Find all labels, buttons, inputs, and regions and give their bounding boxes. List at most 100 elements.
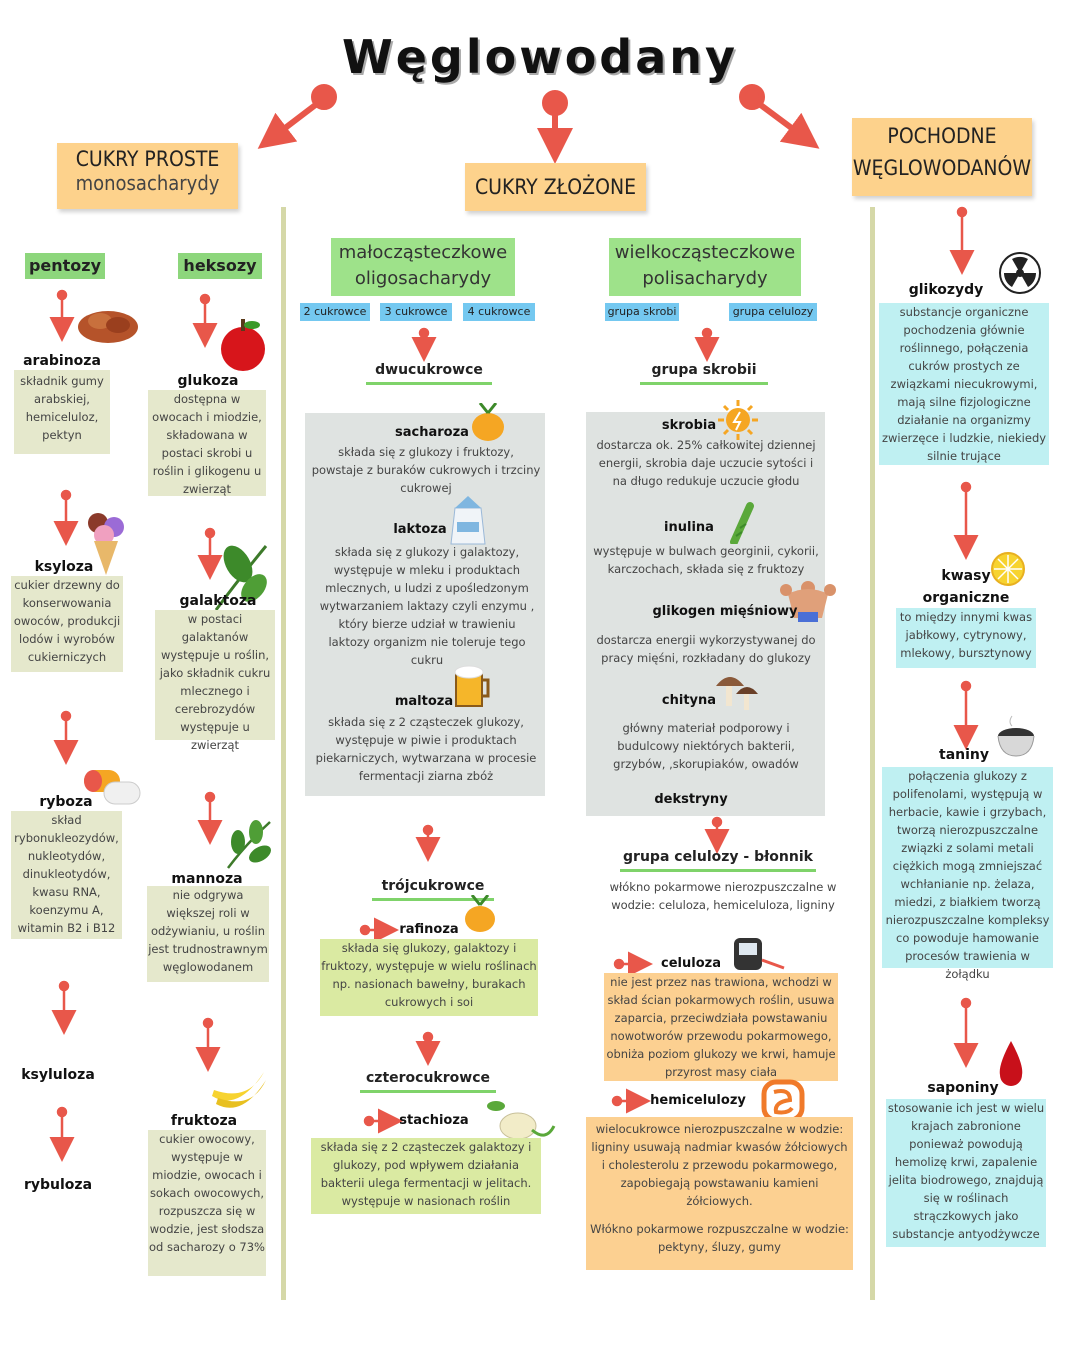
desc-fruktoza: cukier owocowy, występuje w miodzie, owo… bbox=[148, 1130, 266, 1276]
header-pochodne-line2: WĘGLOWODANÓW bbox=[852, 156, 1032, 180]
desc-maltoza: składa się z 2 cząsteczek glukozy, wystę… bbox=[315, 715, 537, 783]
section-grupa-celulozy: grupa celulozy - błonnik bbox=[620, 849, 816, 872]
section-dwucukrowce: dwucukrowce bbox=[366, 362, 492, 385]
item-kwasy-organiczne: kwasy organiczne bbox=[922, 568, 1010, 606]
desc-stachioza: składa się z 2 cząsteczek galaktozy i gl… bbox=[311, 1138, 541, 1214]
item-glikozydy: glikozydy bbox=[908, 282, 984, 298]
item-rybuloza: rybuloza bbox=[23, 1177, 93, 1193]
item-mannoza: mannoza bbox=[171, 871, 243, 887]
desc-glikozydy: substancje organiczne pochodzenia główni… bbox=[879, 303, 1049, 465]
tag-4-cukrowce: 4 cukrowce bbox=[463, 303, 535, 321]
item-glikogen: glikogen mięśniowy bbox=[652, 604, 798, 619]
divider-left bbox=[281, 207, 286, 1300]
label-polisacharydy: wielkocząsteczkowe polisacharydy bbox=[609, 238, 801, 296]
asparagus-icon bbox=[728, 500, 758, 544]
divider-right bbox=[870, 207, 875, 1300]
item-laktoza: laktoza bbox=[393, 522, 447, 537]
item-rafinoza: rafinoza bbox=[399, 922, 459, 937]
desc-glikogen: dostarcza energii wykorzystywanej do pra… bbox=[596, 633, 816, 665]
desc-ksyloza: cukier drzewny do konserwowania owoców, … bbox=[11, 576, 123, 672]
header-cukry-zlozone: CUKRY ZŁOŻONE bbox=[465, 163, 646, 211]
item-taniny: taniny bbox=[939, 747, 989, 763]
sun-energy-icon bbox=[716, 398, 760, 442]
top-arrow-right bbox=[739, 84, 820, 149]
item-hemicelulozy: hemicelulozy bbox=[650, 1093, 746, 1108]
tag-3-cukrowce: 3 cukrowce bbox=[380, 303, 452, 321]
desc-kwasy-organiczne: to między innymi kwas jabłkowy, cytrynow… bbox=[896, 608, 1036, 668]
desc-rafinoza: składa się glukozy, galaktozy i fruktozy… bbox=[320, 939, 538, 1016]
top-arrow-center bbox=[537, 90, 573, 164]
item-saponiny: saponiny bbox=[927, 1080, 999, 1096]
top-arrow-left bbox=[257, 84, 337, 149]
milk-icon bbox=[445, 494, 491, 546]
desc-glukoza: dostępna w owocach i miodzie, składowana… bbox=[148, 390, 266, 496]
desc-sacharoza: składa się z glukozy i fruktozy, powstaj… bbox=[311, 445, 541, 495]
item-maltoza: maltoza bbox=[394, 694, 454, 709]
banana-icon bbox=[208, 1066, 268, 1112]
beet-icon-2 bbox=[456, 895, 498, 935]
ice-cream-icon bbox=[86, 505, 126, 577]
label-heksozy: heksozy bbox=[178, 253, 262, 279]
item-inulina: inulina bbox=[664, 520, 714, 535]
header-pochodne: POCHODNE WĘGLOWODANÓW bbox=[852, 118, 1032, 196]
panel-hemicelulozy: wielocukrowce nierozpuszczalne w wodzie:… bbox=[586, 1117, 853, 1270]
item-ksyluloza: ksyluloza bbox=[21, 1067, 95, 1083]
muscle-man-icon bbox=[778, 578, 838, 624]
item-dekstryny: dekstryny bbox=[654, 792, 728, 807]
beet-icon bbox=[462, 403, 508, 443]
desc-hemicelulozy-rozpuszczalne: Włókno pokarmowe rozpuszczalne w wodzie:… bbox=[590, 1222, 849, 1254]
item-stachioza: stachioza bbox=[399, 1113, 469, 1128]
spice-icon bbox=[76, 301, 140, 349]
mushroom-icon bbox=[714, 668, 758, 712]
coffee-cup-icon bbox=[994, 714, 1040, 760]
item-galaktoza: galaktoza bbox=[179, 593, 257, 609]
page-title: Węglowodany bbox=[341, 30, 739, 84]
apple-icon bbox=[216, 315, 270, 373]
section-grupa-skrobii: grupa skrobii bbox=[640, 362, 768, 385]
herb-icon bbox=[218, 814, 276, 872]
desc-galaktoza: w postaci galaktanów występuje u roślin,… bbox=[155, 610, 275, 752]
desc-laktoza: składa się z glukozy i galaktozy, występ… bbox=[319, 545, 535, 667]
desc-skrobia: dostarcza ok. 25% całkowitej dziennej en… bbox=[596, 438, 816, 488]
header-cukry-proste-line2: monosacharydy bbox=[75, 171, 220, 195]
header-pochodne-line1: POCHODNE bbox=[887, 124, 997, 148]
label-oligosacharydy: małocząsteczkowe oligosacharydy bbox=[331, 238, 515, 296]
label-pentozy: pentozy bbox=[25, 253, 105, 279]
desc-arabinoza: składnik gumy arabskiej, hemiceluloz, pe… bbox=[14, 370, 110, 454]
tag-grupa-celulozy: grupa celulozy bbox=[729, 303, 817, 321]
desc-grupa-celulozy: włókno pokarmowe nierozpuszczalne w wodz… bbox=[609, 880, 837, 912]
tag-grupa-skrobi: grupa skrobi bbox=[605, 303, 679, 321]
section-trojcukrowce: trójcukrowce bbox=[372, 878, 494, 901]
item-arabinoza: arabinoza bbox=[23, 353, 101, 369]
panel-dwucukrowce bbox=[305, 413, 545, 796]
header-cukry-proste: CUKRY PROSTE monosacharydy bbox=[57, 143, 238, 209]
desc-chityna: główny materiał podporowy i budulcowy ni… bbox=[613, 721, 799, 771]
radiation-icon bbox=[998, 251, 1042, 295]
beer-icon bbox=[452, 662, 494, 710]
oligo-line1: małocząsteczkowe bbox=[338, 242, 508, 263]
panel-grupa-skrobii bbox=[586, 412, 825, 816]
blood-drop-icon bbox=[996, 1039, 1026, 1089]
header-cukry-proste-line1: CUKRY PROSTE bbox=[75, 147, 220, 171]
item-chityna: chityna bbox=[661, 693, 717, 708]
desc-hemicelulozy: wielocukrowce nierozpuszczalne w wodzie:… bbox=[591, 1122, 848, 1208]
section-czterocukrowce: czterocukrowce bbox=[360, 1070, 496, 1093]
item-sacharoza: sacharoza bbox=[395, 425, 469, 440]
poli-line2: polisacharydy bbox=[642, 268, 768, 289]
desc-celuloza: nie jest przez nas trawiona, wchodzi w s… bbox=[604, 973, 838, 1081]
tag-2-cukrowce: 2 cukrowce bbox=[300, 303, 370, 321]
desc-inulina: występuje w bulwach georginii, cykorii, … bbox=[593, 544, 819, 576]
desc-ryboza: skład rybonukleozydów, nukleotydów, dinu… bbox=[11, 811, 122, 939]
oligo-line2: oligosacharydy bbox=[354, 268, 492, 289]
item-glukoza: glukoza bbox=[177, 373, 239, 389]
item-ryboza: ryboza bbox=[39, 794, 93, 810]
poli-line1: wielkocząsteczkowe bbox=[614, 242, 796, 263]
glucometer-icon bbox=[730, 934, 786, 974]
desc-mannoza: nie odgrywa większej roli w odżywianiu, … bbox=[147, 886, 269, 982]
leaf-icon bbox=[208, 540, 272, 616]
item-celuloza: celuloza bbox=[661, 956, 721, 971]
lemon-icon bbox=[990, 551, 1026, 587]
desc-taniny: połączenia glukozy z polifenolami, wystę… bbox=[882, 767, 1053, 981]
item-fruktoza: fruktoza bbox=[170, 1113, 238, 1129]
item-skrobia: skrobia bbox=[661, 418, 717, 433]
